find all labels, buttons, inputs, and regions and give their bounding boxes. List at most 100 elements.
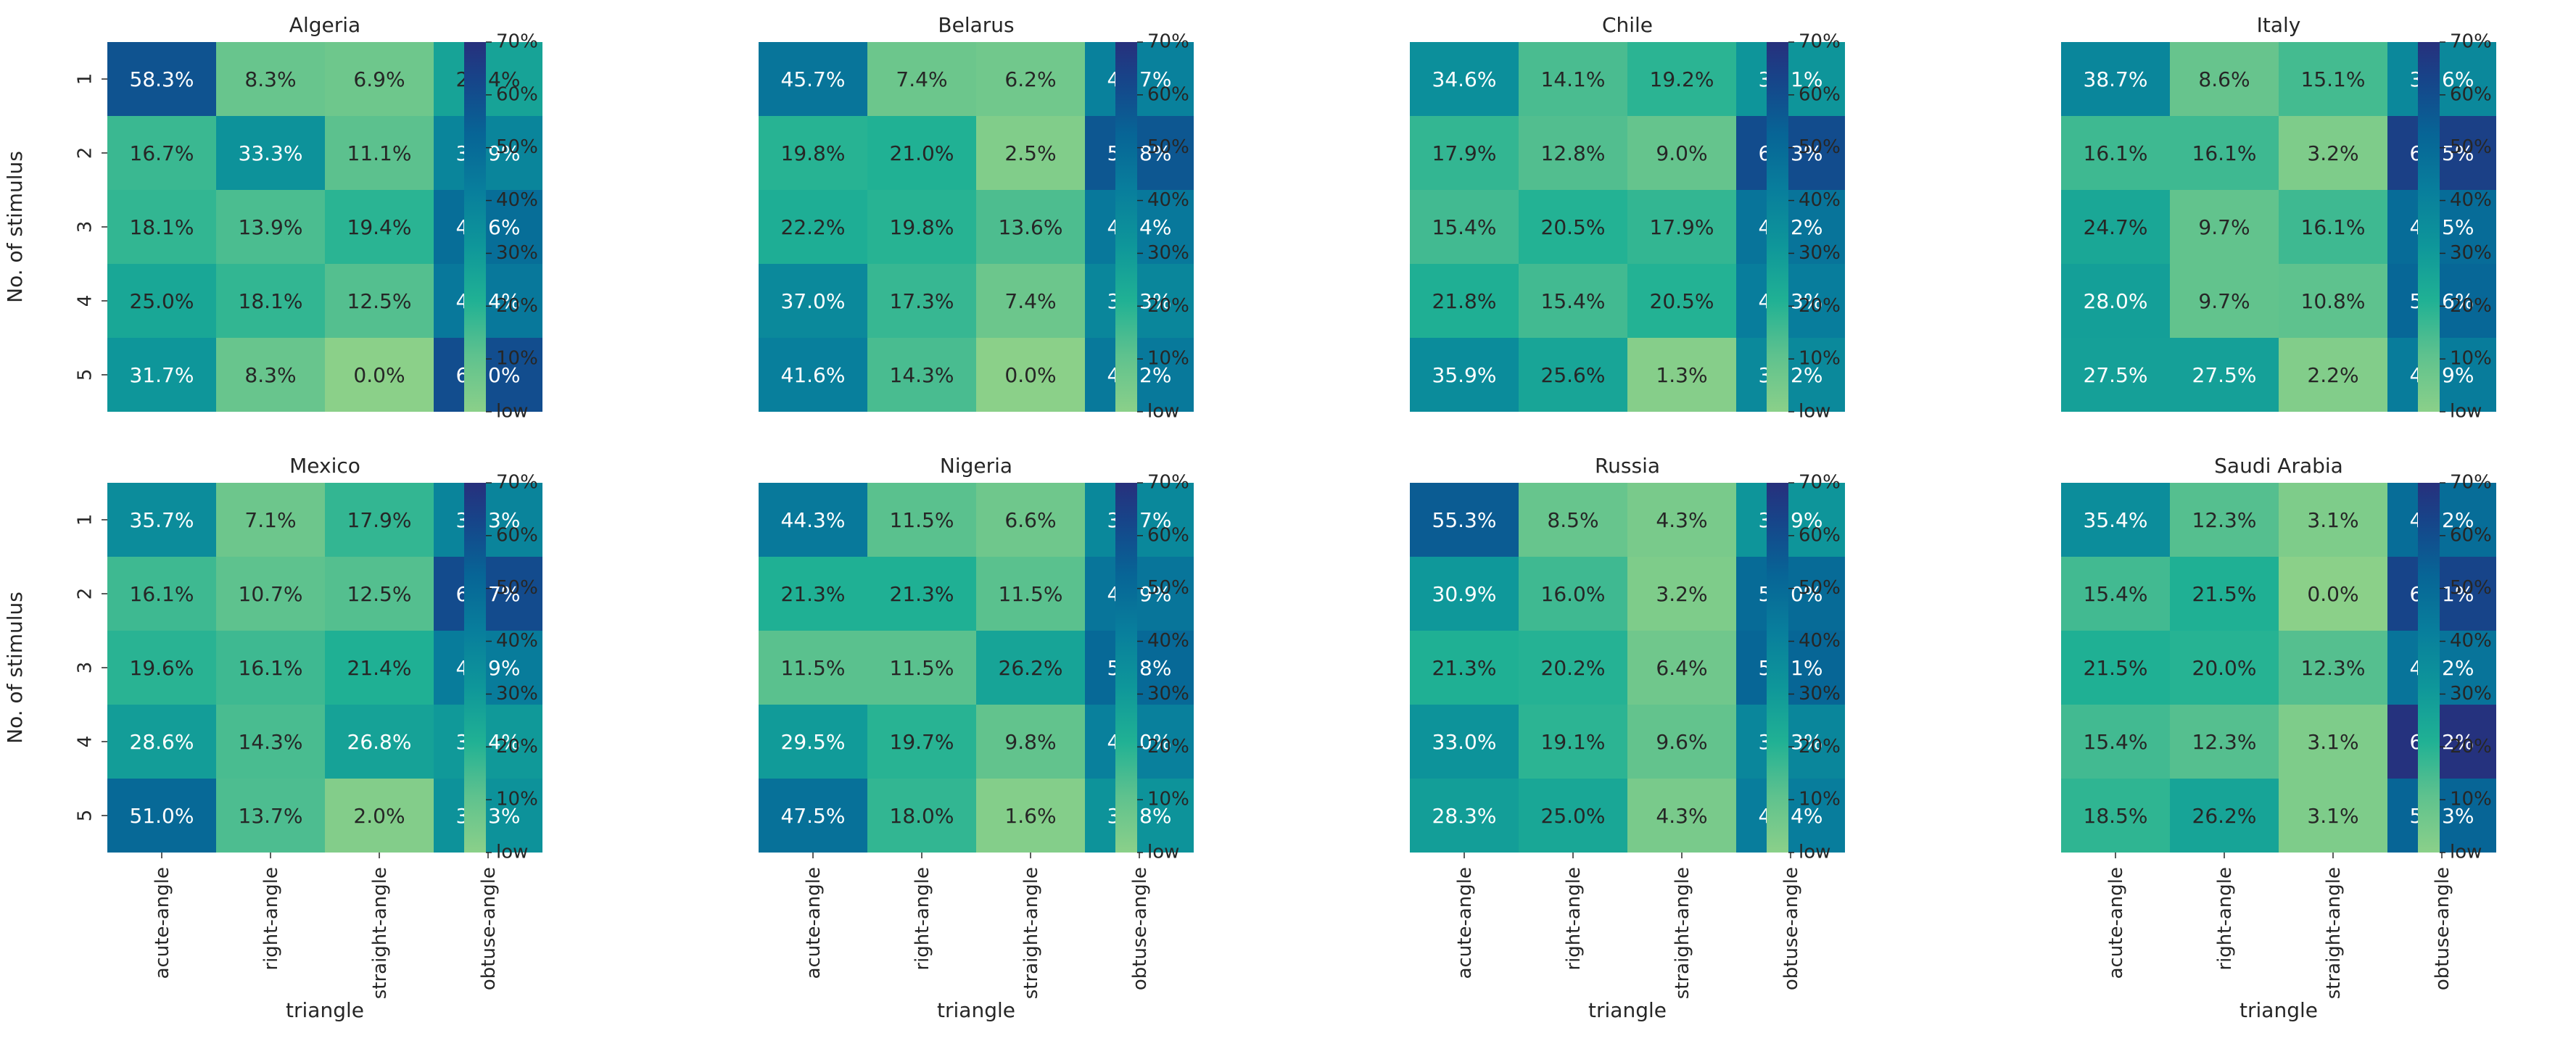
heatmap-cell (867, 483, 976, 557)
heatmap-cell (1627, 705, 1736, 779)
x-tick-label: acute-angle (1454, 867, 1476, 979)
heatmap-cell (759, 116, 867, 190)
cell-value-label: 15.4% (1432, 215, 1497, 239)
heatmap-cell (216, 779, 325, 853)
heatmap-cell (867, 631, 976, 705)
heatmap-cell (867, 557, 976, 631)
heatmap-cell (2279, 631, 2387, 705)
cell-value-label: 8.3% (244, 67, 296, 91)
colorbar-tick-label: 20% (2450, 295, 2492, 317)
heatmap-cell (759, 631, 867, 705)
cell-value-label: 6.6% (1004, 508, 1056, 532)
heatmap-cell (325, 483, 434, 557)
colorbar (1767, 483, 1788, 853)
heatmap-cell (2387, 190, 2496, 264)
cell-value-label: 47.5% (781, 804, 846, 828)
colorbar-tick-label: 40% (1147, 189, 1189, 211)
cell-value-label: 19.2% (1650, 67, 1714, 91)
cell-value-label: 10.8% (2301, 289, 2366, 313)
cell-value-label: 9.0% (1656, 141, 1707, 165)
y-tick-label: 2 (75, 588, 96, 600)
cell-value-label: 15.4% (2084, 730, 2148, 754)
cell-value-label: 18.5% (2084, 804, 2148, 828)
cell-value-label: 18.1% (239, 289, 303, 313)
heatmap-cell (434, 42, 542, 116)
heatmap-cell (2170, 705, 2279, 779)
heatmap-cell (1736, 42, 1845, 116)
cell-value-label: 21.0% (890, 141, 954, 165)
colorbar (2418, 42, 2440, 412)
cell-value-label: 20.5% (1650, 289, 1714, 313)
heatmap-cell (1736, 705, 1845, 779)
heatmap-cell (759, 190, 867, 264)
heatmap-cell (867, 42, 976, 116)
cell-value-label: 16.1% (2192, 141, 2257, 165)
colorbar-tick-label: 10% (496, 789, 538, 810)
panel-title: Mexico (289, 454, 360, 478)
cell-value-label: 9.6% (1656, 730, 1707, 754)
heatmap-cell (759, 557, 867, 631)
heatmap-cell (2387, 42, 2496, 116)
cell-value-label: 6.9% (353, 67, 405, 91)
heatmap-cell (107, 483, 216, 557)
cell-value-label: 11.5% (890, 508, 954, 532)
panel-title: Italy (2257, 13, 2301, 37)
heatmap-cell (1736, 264, 1845, 338)
x-tick-label: obtuse-angle (478, 867, 500, 990)
heatmap-cell (1627, 483, 1736, 557)
heatmap-cell (1519, 705, 1627, 779)
colorbar-tick-label: 10% (2450, 789, 2492, 810)
cell-value-label: 21.5% (2084, 656, 2148, 680)
heatmap-cell (1085, 338, 1194, 412)
colorbar-tick-label: 70% (496, 472, 538, 494)
heatmap-cell (216, 42, 325, 116)
heatmap-cell (1410, 483, 1519, 557)
y-tick-label: 3 (75, 662, 96, 674)
heatmap-cell (107, 705, 216, 779)
heatmap-cell (434, 264, 542, 338)
x-axis-label: triangle (937, 998, 1015, 1022)
cell-value-label: 11.1% (347, 141, 412, 165)
colorbar-tick-label: 20% (1799, 295, 1841, 317)
cell-value-label: 16.1% (239, 656, 303, 680)
colorbar (464, 483, 486, 853)
colorbar-tick-label: 50% (2450, 136, 2492, 158)
heatmap-cell (976, 631, 1085, 705)
cell-value-label: 21.3% (781, 582, 846, 606)
heatmap-cell (1627, 42, 1736, 116)
colorbar-tick-label: 60% (2450, 83, 2492, 105)
heatmap-cell (1736, 557, 1845, 631)
y-tick-label: 5 (75, 369, 96, 381)
cell-value-label: 20.0% (2192, 656, 2257, 680)
colorbar-tick-label: 20% (1147, 295, 1189, 317)
y-tick-label: 5 (75, 810, 96, 822)
heatmap-cell (2387, 116, 2496, 190)
cell-value-label: 3.1% (2307, 804, 2358, 828)
colorbar-tick-label: 60% (1799, 83, 1841, 105)
colorbar-tick-label: 70% (1799, 31, 1841, 53)
x-axis-label: triangle (1588, 998, 1667, 1022)
heatmap-cell (1519, 631, 1627, 705)
heatmap-cell (2061, 779, 2170, 853)
colorbar-tick-label: 50% (1147, 577, 1189, 599)
colorbar-tick-label: 20% (1147, 736, 1189, 758)
cell-value-label: 2.0% (353, 804, 405, 828)
cell-value-label: 19.8% (781, 141, 846, 165)
cell-value-label: 35.9% (1432, 363, 1497, 387)
cell-value-label: 51.0% (130, 804, 194, 828)
heatmap-cell (976, 557, 1085, 631)
colorbar-tick-label: low (1799, 842, 1830, 863)
colorbar-tick-label: 10% (2450, 348, 2492, 370)
cell-value-label: 21.5% (2192, 582, 2257, 606)
cell-value-label: 34.6% (1432, 67, 1497, 91)
cell-value-label: 9.8% (1004, 730, 1056, 754)
y-axis-label: No. of stimulus (3, 592, 27, 744)
cell-value-label: 7.4% (1004, 289, 1056, 313)
heatmap-cell (1410, 705, 1519, 779)
colorbar-tick-label: 50% (1147, 136, 1189, 158)
x-tick-label: right-angle (1563, 867, 1585, 971)
x-tick-label: acute-angle (803, 867, 825, 979)
colorbar-tick-label: low (2450, 401, 2482, 423)
heatmap-cell (2387, 338, 2496, 412)
